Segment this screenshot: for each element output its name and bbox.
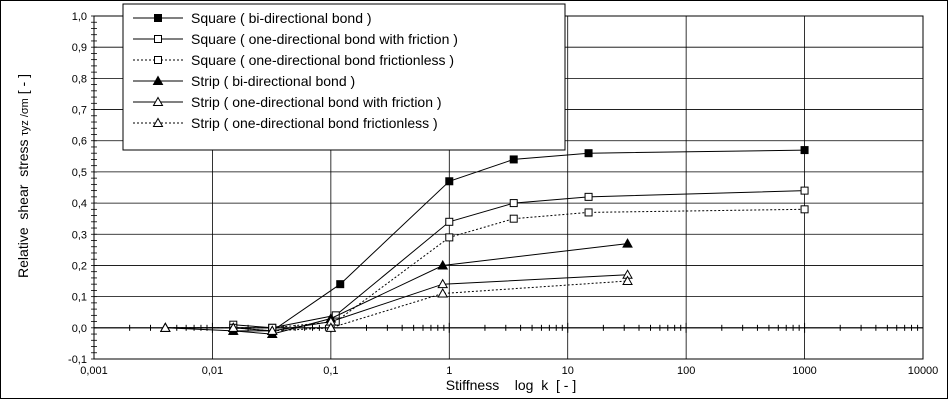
data-point-square — [445, 233, 454, 242]
x-tick-labels: 0,001 0,01 0,1 1 10 100 1000 10000 — [80, 365, 938, 377]
x-tick-label: 0,01 — [202, 365, 223, 377]
data-point-square — [445, 217, 454, 226]
y-tick-label: 0,0 — [72, 323, 87, 335]
data-point-triangle — [227, 322, 239, 332]
data-point-square — [509, 155, 518, 164]
data-point-square — [154, 14, 162, 22]
x-tick-label: 1000 — [792, 365, 816, 377]
x-axis-label: Stiffness log k [ - ] — [446, 377, 576, 393]
y-tick-label: 0,4 — [72, 198, 87, 210]
data-point-square — [509, 214, 518, 223]
x-tick-label: 1 — [446, 365, 452, 377]
legend: Square ( bi-directional bond ) Square ( o… — [122, 3, 566, 151]
x-tick-label: 10 — [562, 365, 574, 377]
y-axis-label: Relative shear stress τyz /σm [ - ] — [15, 74, 31, 278]
series-layer — [159, 146, 809, 339]
data-point-square — [509, 199, 518, 208]
data-point-square — [154, 56, 162, 64]
x-tick-label: 10000 — [908, 365, 939, 377]
legend-label: Square ( one-directional bond frictionle… — [191, 52, 454, 68]
legend-label: Strip ( bi-directional bond ) — [191, 73, 355, 89]
legend-entry: Strip ( bi-directional bond ) — [133, 73, 355, 89]
data-point-square — [584, 192, 593, 201]
data-point-square — [154, 35, 162, 43]
y-axis-label-prefix: Relative shear stress — [15, 136, 31, 278]
legend-label: Square ( one-directional bond with frict… — [191, 31, 458, 47]
x-tick-label: 0,1 — [323, 365, 338, 377]
data-point-square — [584, 149, 593, 158]
y-axis-label-ratio: τyz /σm — [19, 98, 31, 135]
y-tick-label: 0,5 — [72, 167, 87, 179]
legend-label: Strip ( one-directional bond frictionles… — [191, 115, 438, 131]
data-point-square — [800, 205, 809, 214]
data-point-triangle — [152, 96, 164, 106]
legend-entry: Square ( one-directional bond with frict… — [133, 31, 458, 47]
legend-label: Square ( bi-directional bond ) — [191, 10, 372, 26]
data-point-triangle — [325, 322, 337, 332]
y-tick-labels: -0,1 0,0 0,1 0,2 0,3 0,4 0,5 0,6 0,7 0,8 0,9 1,0 — [68, 11, 87, 366]
data-point-square — [584, 208, 593, 217]
y-tick-label: 0,9 — [72, 42, 87, 54]
data-point-triangle — [152, 117, 164, 127]
legend-entry: Strip ( one-directional bond frictionles… — [133, 115, 438, 131]
legend-entry: Strip ( one-directional bond with fricti… — [133, 94, 442, 110]
series-6 — [159, 275, 633, 335]
data-point-square — [800, 186, 809, 195]
x-tick-label: 0,001 — [80, 365, 108, 377]
y-tick-label: 1,0 — [72, 11, 87, 23]
data-point-triangle — [266, 325, 278, 335]
y-tick-label: 0,3 — [72, 229, 87, 241]
legend-label: Strip ( one-directional bond with fricti… — [191, 94, 442, 110]
data-point-triangle — [152, 75, 164, 85]
data-point-square — [336, 280, 345, 289]
legend-box — [122, 3, 566, 151]
y-tick-label: 0,1 — [72, 292, 87, 304]
y-tick-label: 0,2 — [72, 260, 87, 272]
series-line — [165, 280, 628, 332]
legend-entry: Square ( one-directional bond frictionle… — [133, 52, 454, 68]
y-tick-label: -0,1 — [68, 354, 87, 366]
y-axis-label-unit: [ - ] — [15, 74, 31, 98]
legend-entry: Square ( bi-directional bond ) — [133, 10, 372, 26]
data-point-square — [800, 146, 809, 155]
x-tick-label: 100 — [677, 365, 695, 377]
y-tick-label: 0,8 — [72, 73, 87, 85]
data-point-triangle — [437, 278, 449, 289]
y-tick-label: 0,7 — [72, 105, 87, 117]
data-point-triangle — [622, 238, 633, 248]
data-point-square — [445, 177, 454, 186]
data-point-triangle — [437, 287, 449, 298]
data-point-triangle — [622, 275, 633, 286]
data-point-triangle — [159, 322, 171, 332]
data-point-triangle — [437, 259, 449, 270]
y-tick-label: 0,6 — [72, 136, 87, 148]
